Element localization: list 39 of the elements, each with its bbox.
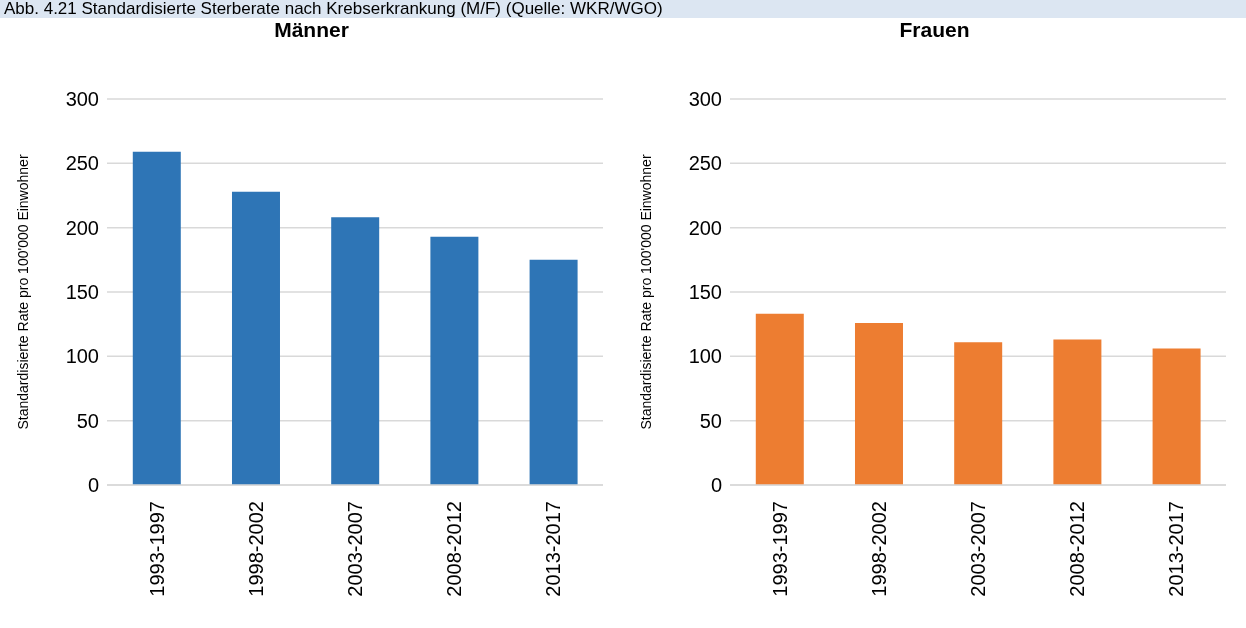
y-axis-title: Standardisierte Rate pro 100'000 Einwohner	[637, 154, 654, 430]
y-tick-label: 50	[699, 409, 722, 432]
caption: Abb. 4.21 Standardisierte Sterberate nach Krebserkrankung (M/F) (Quelle: WKR/WGO)	[0, 0, 1246, 18]
x-tick-label: 2013-2017	[1165, 501, 1188, 597]
x-tick-label: 1998-2002	[867, 501, 890, 597]
y-tick-label: 50	[76, 409, 99, 432]
y-tick-label: 200	[688, 216, 722, 239]
y-tick-label: 150	[65, 281, 99, 304]
x-tick-label: 2003-2007	[967, 501, 989, 597]
y-tick-label: 200	[65, 216, 99, 239]
bar	[529, 259, 578, 485]
bar	[430, 236, 479, 485]
x-tick-label: 2008-2012	[443, 501, 466, 597]
y-tick-label: 0	[87, 474, 99, 497]
y-tick-label: 300	[688, 88, 722, 111]
y-tick-label: 300	[65, 88, 99, 111]
bar	[1053, 339, 1102, 485]
bar	[132, 151, 181, 485]
y-tick-label: 100	[65, 345, 99, 368]
bar	[954, 342, 1003, 485]
chart-title: Männer	[273, 18, 350, 42]
x-tick-label: 1993-1997	[145, 501, 168, 597]
y-axis-title: Standardisierte Rate pro 100'000 Einwohner	[14, 154, 31, 430]
x-tick-label: 2003-2007	[344, 501, 366, 597]
y-tick-label: 250	[65, 152, 99, 175]
bar	[755, 313, 804, 485]
x-tick-label: 1993-1997	[768, 501, 791, 597]
x-tick-label: 1998-2002	[244, 501, 267, 597]
y-tick-label: 250	[688, 152, 722, 175]
y-tick-label: 150	[688, 281, 722, 304]
x-tick-label: 2013-2017	[542, 501, 565, 597]
chart-title: Frauen	[898, 18, 971, 42]
bar	[1152, 348, 1201, 485]
bar	[231, 191, 280, 485]
y-tick-label: 100	[688, 345, 722, 368]
y-tick-label: 0	[710, 474, 722, 497]
bar	[854, 322, 903, 485]
bar	[331, 217, 380, 485]
x-tick-label: 2008-2012	[1066, 501, 1089, 597]
